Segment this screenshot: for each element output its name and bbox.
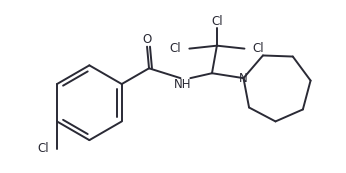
Text: Cl: Cl: [37, 143, 49, 156]
Text: Cl: Cl: [170, 42, 182, 55]
Text: N: N: [239, 72, 248, 85]
Text: Cl: Cl: [252, 42, 264, 55]
Text: Cl: Cl: [211, 15, 223, 28]
Text: O: O: [143, 33, 152, 46]
Text: NH: NH: [174, 78, 191, 90]
